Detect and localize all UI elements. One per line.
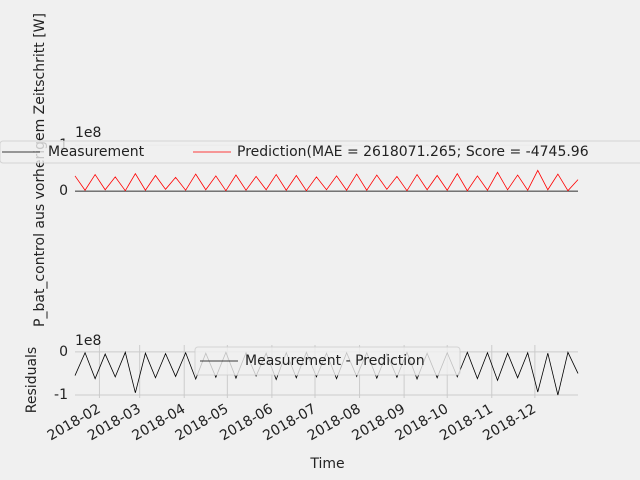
legend-label: Prediction(MAE = 2618071.265; Score = -4… [237, 144, 589, 160]
y-axis-label: P_bat_control aus vorherigem Zeitschritt… [32, 13, 48, 327]
y-tick-label: -1 [54, 387, 68, 403]
y-tick-label: 0 [59, 183, 68, 199]
legend-box [194, 346, 461, 376]
data-line [74, 169, 579, 192]
x-axis-label: Time [309, 456, 344, 472]
y-tick-label: 0 [59, 344, 68, 360]
offset-label: 1e8 [75, 333, 101, 349]
offset-label: 1e8 [75, 125, 101, 141]
y-axis-label: Residuals [24, 347, 40, 413]
legend-label: Measurement - Prediction [245, 353, 425, 369]
legend-box [0, 140, 640, 164]
legend-label: Measurement [48, 144, 145, 160]
